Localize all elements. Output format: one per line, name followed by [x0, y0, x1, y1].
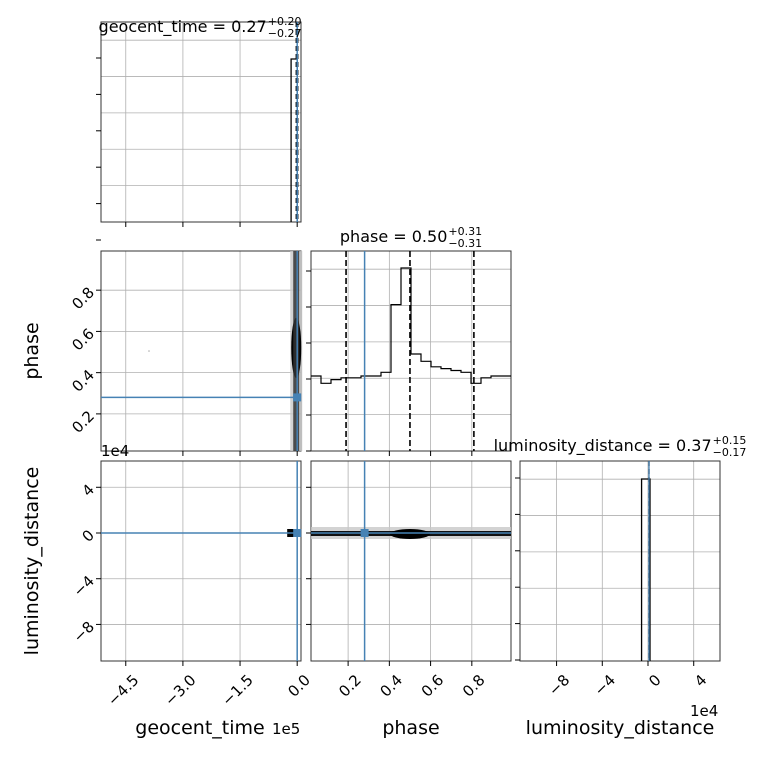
panel-frame	[310, 460, 512, 662]
title-plus: +0.15	[713, 434, 747, 447]
title-main: geocent_time = 0.27	[99, 17, 267, 37]
panel-contour-ld-phase	[310, 460, 512, 662]
title-plus: +0.31	[448, 225, 482, 238]
y-tick-label: 0.8	[68, 283, 98, 313]
x-tick-label: 0.2	[335, 671, 365, 701]
x-tick-label: −3.0	[161, 671, 199, 709]
y-tick-label: −8	[70, 618, 98, 646]
histogram-step	[311, 267, 511, 384]
x-tick-label: −8	[545, 671, 573, 699]
offset-label-ld-x: 1e4	[690, 702, 718, 720]
truth-marker	[360, 529, 369, 537]
y-axis-label-phase: phase	[21, 322, 43, 379]
x-tick-label: −4.5	[104, 671, 142, 709]
panel-hist-phase	[306, 250, 512, 452]
x-tick-label: −1.5	[218, 671, 256, 709]
y-tick-label: 0.6	[68, 325, 98, 355]
panel-frame	[100, 250, 302, 452]
x-axis-label-phase: phase	[382, 717, 439, 739]
panel-title-luminosity-distance: luminosity_distance = 0.37 +0.15−0.17	[494, 434, 747, 459]
y-tick-label: 4	[79, 481, 98, 500]
histogram-step	[640, 478, 651, 661]
x-tick-label: 0	[645, 671, 664, 690]
panel-title-geocent-time: geocent_time = 0.27 +0.20−0.27	[99, 15, 302, 40]
x-tick-label: 0.6	[418, 671, 448, 701]
x-tick-label: 0.8	[459, 671, 489, 701]
offset-label-ld-y: 1e4	[101, 442, 129, 460]
histogram-step	[290, 58, 298, 222]
truth-marker	[293, 529, 302, 537]
x-tick-label: 0.0	[284, 671, 314, 701]
panel-frame	[100, 460, 302, 662]
x-tick-label: 4	[691, 671, 710, 690]
panel-frame	[310, 250, 512, 452]
y-tick-label: 0.2	[68, 407, 98, 437]
x-axis-label-luminosity-distance: luminosity_distance	[526, 717, 715, 739]
y-tick-label: −4	[70, 572, 98, 600]
outlier-point	[148, 350, 150, 352]
title-minus: −0.31	[448, 237, 482, 250]
y-tick-label: 0.4	[68, 366, 98, 396]
panel-frame	[100, 21, 302, 223]
title-main: phase = 0.50	[340, 227, 447, 246]
panel-frame	[519, 460, 721, 662]
x-axis-label-geocent-time: geocent_time	[135, 717, 264, 739]
title-plus: +0.20	[268, 15, 302, 28]
panel-contour-ld-geocent-time	[100, 460, 302, 662]
x-tick-label: 0.4	[377, 671, 407, 701]
panel-hist-luminosity-distance	[515, 460, 721, 662]
x-tick-label: −4	[591, 671, 619, 699]
y-tick-label: 0	[79, 526, 98, 545]
contour-band	[293, 251, 300, 451]
y-axis-label-luminosity-distance: luminosity_distance	[21, 467, 43, 656]
panel-contour-phase-geocent-time	[100, 250, 303, 452]
panel-title-phase: phase = 0.50 +0.31−0.31	[340, 225, 482, 250]
title-minus: −0.17	[713, 446, 747, 459]
offset-label-geocent-time: 1e5	[272, 720, 300, 738]
panel-hist-geocent-time	[96, 21, 302, 241]
title-minus: −0.27	[268, 27, 302, 40]
truth-marker	[293, 393, 302, 402]
title-main: luminosity_distance = 0.37	[494, 436, 712, 456]
contour-core	[389, 529, 430, 539]
